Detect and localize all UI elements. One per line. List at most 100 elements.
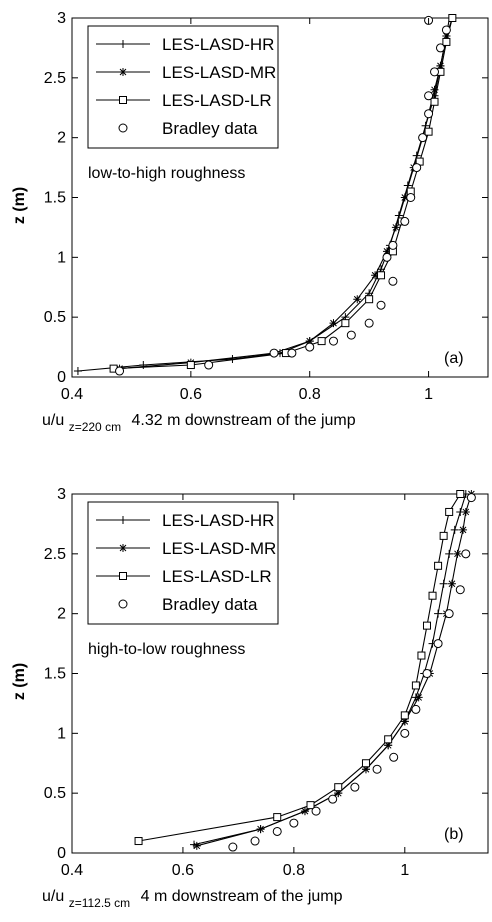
circle-marker xyxy=(372,764,382,774)
circle-marker xyxy=(435,43,445,53)
circle-marker xyxy=(400,216,410,226)
circle-marker xyxy=(444,609,454,619)
x-axis-label-subscript: z=220 cm xyxy=(69,420,121,434)
circle-marker xyxy=(250,836,260,846)
star-marker xyxy=(382,247,391,256)
x-tick-label: 0.4 xyxy=(61,862,83,879)
y-tick-label: 2.5 xyxy=(44,70,66,87)
y-tick-label: 0 xyxy=(57,369,66,386)
circle-marker xyxy=(364,318,374,328)
circle-marker xyxy=(118,599,128,609)
star-marker xyxy=(391,223,400,232)
square-marker xyxy=(317,337,326,346)
legend: LES-LASD-HR LES-LASD-MR LES-LASD-LR Bradley… xyxy=(87,25,279,149)
circle-marker xyxy=(118,123,128,133)
square-marker xyxy=(445,507,454,516)
plus-marker xyxy=(73,367,82,376)
y-tick-label: 0.5 xyxy=(44,309,66,326)
star-marker xyxy=(436,61,445,70)
star-marker xyxy=(400,717,409,726)
series-line xyxy=(113,17,453,370)
circle-marker xyxy=(411,704,421,714)
star-marker xyxy=(329,319,338,328)
square-marker xyxy=(334,783,343,792)
circle-marker xyxy=(388,240,398,250)
star-marker xyxy=(442,31,451,40)
star-marker xyxy=(361,765,370,774)
legend-label: LES-LASD-HR xyxy=(162,35,274,54)
series-3 xyxy=(228,493,476,852)
y-tick-label: 2.5 xyxy=(44,546,66,563)
x-axis-label-subscript: z=112.5 cm xyxy=(69,896,130,910)
circle-marker xyxy=(346,330,356,340)
star-marker xyxy=(334,789,343,798)
star-marker xyxy=(430,85,439,94)
circle-marker xyxy=(311,806,321,816)
star-marker xyxy=(192,841,201,850)
square-marker xyxy=(417,651,426,660)
panel-label: (a) xyxy=(444,350,464,367)
plus-marker xyxy=(119,40,127,48)
star-marker xyxy=(371,271,380,280)
circle-marker xyxy=(269,348,279,358)
x-tick-label: 0.6 xyxy=(180,386,202,403)
series-1 xyxy=(192,490,476,850)
circle-marker xyxy=(305,342,315,352)
circle-marker xyxy=(418,133,428,143)
x-axis-label-tail: 4.32 m downstream of the jump xyxy=(132,412,356,429)
square-marker xyxy=(361,759,370,768)
circle-marker xyxy=(350,782,360,792)
square-marker xyxy=(400,711,409,720)
circle-marker xyxy=(424,109,434,119)
plus-marker xyxy=(119,516,127,524)
square-marker xyxy=(422,621,431,630)
y-tick-label: 1.5 xyxy=(44,190,66,207)
circle-marker xyxy=(287,348,297,358)
legend-label: LES-LASD-LR xyxy=(162,567,272,586)
roughness-annotation: low-to-high roughness xyxy=(88,165,245,182)
legend-label: LES-LASD-MR xyxy=(162,539,276,558)
square-marker xyxy=(134,837,143,846)
y-tick-label: 0.5 xyxy=(44,785,66,802)
circle-marker xyxy=(406,193,416,202)
star-marker xyxy=(384,741,393,750)
star-marker xyxy=(300,807,309,816)
series-line xyxy=(196,493,472,847)
legend-entry: LES-LASD-HR xyxy=(96,511,274,530)
square-marker xyxy=(186,361,195,370)
square-marker xyxy=(434,561,443,570)
star-marker xyxy=(119,544,127,552)
x-tick-label: 0.6 xyxy=(172,862,194,879)
series-layer xyxy=(73,14,457,376)
y-tick-label: 3 xyxy=(57,486,66,503)
plus-marker xyxy=(445,549,454,558)
y-tick-label: 1.5 xyxy=(44,666,66,683)
circle-marker xyxy=(430,67,440,77)
circle-marker xyxy=(328,794,338,804)
legend-label: Bradley data xyxy=(162,595,258,614)
legend-entry: Bradley data xyxy=(118,119,258,138)
y-tick-label: 2 xyxy=(57,606,66,623)
x-tick-label: 0.4 xyxy=(61,386,83,403)
circle-marker xyxy=(422,669,432,678)
y-tick-label: 3 xyxy=(57,10,66,27)
star-marker xyxy=(414,693,423,702)
y-tick-label: 0 xyxy=(57,845,66,862)
plus-marker xyxy=(450,525,459,534)
y-axis-label: z (m) xyxy=(11,187,28,224)
plus-marker xyxy=(439,579,448,588)
circle-marker xyxy=(228,842,238,852)
tick-layer: 0.4 0.6 0.8 1 0 0.5 1 1.5 2 2.5 3 xyxy=(44,10,488,403)
series-2 xyxy=(109,14,457,373)
star-marker xyxy=(353,295,362,304)
x-tick-label: 1 xyxy=(424,386,433,403)
square-marker xyxy=(439,531,448,540)
square-marker xyxy=(119,96,127,104)
panel-label: (b) xyxy=(444,826,464,843)
y-axis-label: z (m) xyxy=(11,663,28,700)
circle-marker xyxy=(461,549,471,559)
circle-marker xyxy=(441,25,451,35)
x-tick-label: 0.8 xyxy=(283,862,305,879)
square-marker xyxy=(424,127,433,136)
roughness-annotation: high-to-low roughness xyxy=(88,641,245,658)
